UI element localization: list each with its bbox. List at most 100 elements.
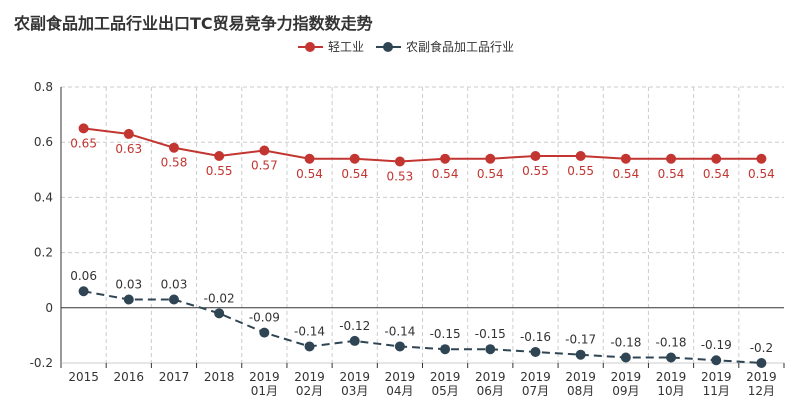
data-point[interactable] <box>666 153 677 164</box>
x-tick-label: 07月 <box>522 384 549 398</box>
data-point[interactable] <box>620 352 631 363</box>
data-label: -0.18 <box>656 335 687 349</box>
legend-item-agri-food[interactable]: 农副食品加工品行业 <box>376 38 514 55</box>
legend-swatch-agri-food <box>376 40 402 54</box>
data-point[interactable] <box>214 308 225 319</box>
data-label: -0.15 <box>430 327 461 341</box>
data-point[interactable] <box>666 352 677 363</box>
data-point[interactable] <box>440 344 451 355</box>
x-tick-label: 04月 <box>386 384 413 398</box>
data-label: 0.63 <box>115 142 142 156</box>
data-point[interactable] <box>349 153 360 164</box>
x-tick-label: 2019 <box>475 370 506 384</box>
legend-label-agri-food: 农副食品加工品行业 <box>406 40 515 54</box>
data-point[interactable] <box>440 153 451 164</box>
legend-label-light-industry: 轻工业 <box>328 40 365 54</box>
x-tick-label: 08月 <box>567 384 594 398</box>
data-label: 0.03 <box>115 278 142 292</box>
data-point[interactable] <box>575 349 586 360</box>
data-label: 0.54 <box>703 167 730 181</box>
data-point[interactable] <box>214 151 225 161</box>
data-label: -0.14 <box>294 324 325 338</box>
data-label: 0.06 <box>70 269 97 283</box>
data-point[interactable] <box>304 341 315 352</box>
x-tick-label: 2017 <box>159 370 190 384</box>
x-tick-label: 11月 <box>703 384 730 398</box>
data-point[interactable] <box>756 358 767 368</box>
y-tick-label: 0.8 <box>34 80 53 94</box>
x-tick-label: 05月 <box>431 384 458 398</box>
x-tick-label: 12月 <box>748 384 775 398</box>
x-tick-label: 03月 <box>341 384 368 398</box>
data-label: -0.16 <box>520 330 551 344</box>
data-point[interactable] <box>394 156 405 167</box>
data-label: 0.54 <box>658 167 685 181</box>
data-label: 0.54 <box>748 167 775 181</box>
data-label: 0.54 <box>432 167 459 181</box>
series-line-0 <box>83 127 762 163</box>
data-label: 0.54 <box>477 167 504 181</box>
data-label: -0.2 <box>750 341 773 355</box>
data-label: -0.02 <box>204 291 235 305</box>
data-point[interactable] <box>711 355 722 366</box>
data-point[interactable] <box>78 286 89 297</box>
data-label: 0.55 <box>206 164 233 178</box>
data-point[interactable] <box>756 153 767 164</box>
data-label: -0.14 <box>384 324 415 338</box>
data-label: -0.19 <box>701 338 732 352</box>
x-tick-label: 09月 <box>612 384 639 398</box>
data-point[interactable] <box>485 344 496 355</box>
data-point[interactable] <box>168 142 179 153</box>
data-label: -0.15 <box>475 327 506 341</box>
x-tick-label: 2019 <box>565 370 596 384</box>
data-point[interactable] <box>123 128 134 139</box>
y-tick-label: 0.4 <box>34 190 53 204</box>
data-label: 0.65 <box>70 136 97 150</box>
data-point[interactable] <box>349 335 360 346</box>
data-point[interactable] <box>304 153 315 164</box>
x-tick-label: 2019 <box>249 370 280 384</box>
data-point[interactable] <box>123 294 134 305</box>
x-tick-label: 2019 <box>611 370 642 384</box>
data-label: 0.54 <box>341 167 368 181</box>
x-tick-label: 2015 <box>68 370 99 384</box>
data-label: 0.55 <box>567 164 594 178</box>
y-tick-label: 0.2 <box>34 246 53 260</box>
data-label: -0.09 <box>249 311 280 325</box>
data-point[interactable] <box>530 346 541 357</box>
x-tick-label: 2019 <box>746 370 777 384</box>
data-label: 0.57 <box>251 158 278 172</box>
data-label: 0.53 <box>387 170 414 184</box>
data-point[interactable] <box>530 151 541 161</box>
data-point[interactable] <box>575 151 586 161</box>
x-tick-label: 01月 <box>251 384 278 398</box>
y-tick-label: 0 <box>45 301 53 315</box>
x-tick-label: 2019 <box>701 370 732 384</box>
data-point[interactable] <box>259 327 270 338</box>
data-label: -0.12 <box>339 319 370 333</box>
data-point[interactable] <box>620 153 631 164</box>
data-point[interactable] <box>168 294 179 305</box>
x-tick-label: 2019 <box>520 370 551 384</box>
data-label: 0.03 <box>161 278 188 292</box>
data-label: -0.17 <box>565 333 596 347</box>
legend: 轻工业 农副食品加工品行业 <box>298 38 526 55</box>
data-point[interactable] <box>394 341 405 352</box>
chart-title: 农副食品加工品行业出口TC贸易竞争力指数数走势 <box>14 14 373 33</box>
series-line-1 <box>83 290 762 364</box>
legend-item-light-industry[interactable]: 轻工业 <box>298 38 364 55</box>
data-label: 0.55 <box>522 164 549 178</box>
data-label: 0.58 <box>161 156 188 170</box>
data-label: 0.54 <box>612 167 639 181</box>
data-point[interactable] <box>259 145 270 156</box>
y-tick-label: -0.2 <box>30 356 53 370</box>
data-label: 0.54 <box>296 167 323 181</box>
data-point[interactable] <box>485 153 496 164</box>
x-tick-label: 2016 <box>114 370 145 384</box>
data-point[interactable] <box>711 153 722 164</box>
x-tick-label: 2018 <box>204 370 235 384</box>
x-tick-label: 2019 <box>294 370 325 384</box>
data-point[interactable] <box>78 123 89 134</box>
x-tick-label: 02月 <box>296 384 323 398</box>
